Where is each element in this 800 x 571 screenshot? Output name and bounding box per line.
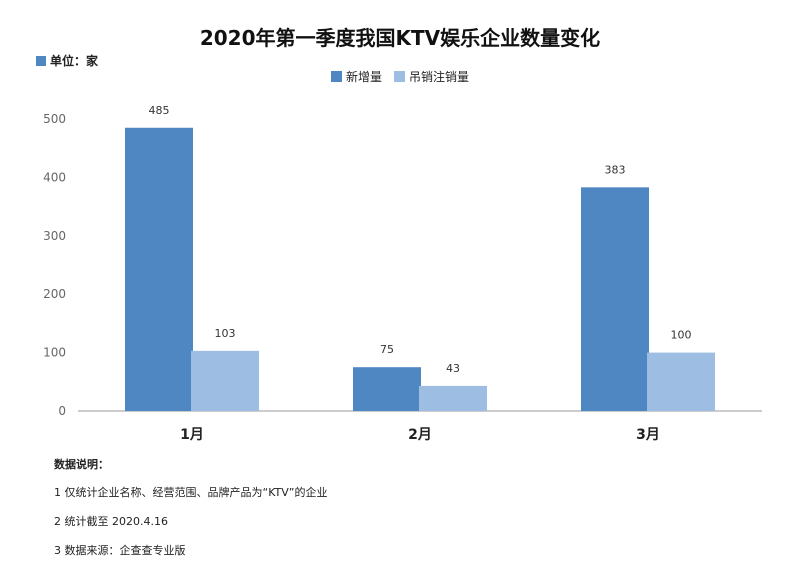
bar-new [125, 127, 193, 411]
legend-label-new: 新增量 [345, 70, 382, 84]
bar-new [581, 187, 649, 411]
data-label-cancel: 103 [215, 327, 236, 340]
bar-cancel [191, 350, 259, 411]
x-category-label: 1月 [180, 427, 204, 443]
data-label-cancel: 43 [446, 362, 460, 375]
note-line-2: 2 统计截至 2020.4.16 [54, 515, 168, 528]
notes-heading: 数据说明： [54, 458, 109, 471]
x-category-label: 2月 [408, 427, 432, 443]
note-line-3: 3 数据来源：企查查专业版 [54, 544, 186, 557]
data-label-new: 75 [380, 343, 394, 356]
chart-title: 2020年第一季度我国KTV娱乐企业数量变化 [199, 26, 601, 50]
bar-cancel [647, 352, 715, 411]
legend-item-cancel: 吊销注销量 [394, 68, 469, 85]
data-label-new: 485 [149, 104, 170, 117]
legend: 新增量 吊销注销量 [0, 68, 800, 85]
legend-swatch-new [330, 71, 342, 82]
note-line-1: 1 仅统计企业名称、经营范围、品牌产品为“KTV”的企业 [54, 486, 328, 499]
unit-marker [36, 55, 46, 66]
data-notes: 数据说明： 1 仅统计企业名称、经营范围、品牌产品为“KTV”的企业 2 统计截… [54, 456, 328, 571]
legend-label-cancel: 吊销注销量 [409, 70, 470, 84]
legend-swatch-cancel [394, 71, 405, 82]
y-tick-label: 300 [43, 229, 66, 243]
unit-label: 单位：家 [36, 52, 98, 69]
y-tick-label: 200 [43, 287, 66, 301]
y-tick-label: 400 [43, 170, 66, 184]
y-tick-label: 0 [58, 404, 66, 418]
legend-item-new: 新增量 [330, 68, 382, 85]
data-label-cancel: 100 [671, 329, 692, 342]
x-category-label: 3月 [636, 427, 660, 443]
y-tick-label: 500 [43, 112, 66, 126]
bar-cancel [419, 385, 487, 411]
unit-text: 单位：家 [50, 54, 99, 68]
data-label-new: 383 [605, 163, 626, 176]
bar-new [353, 367, 421, 411]
y-tick-label: 100 [43, 346, 66, 360]
